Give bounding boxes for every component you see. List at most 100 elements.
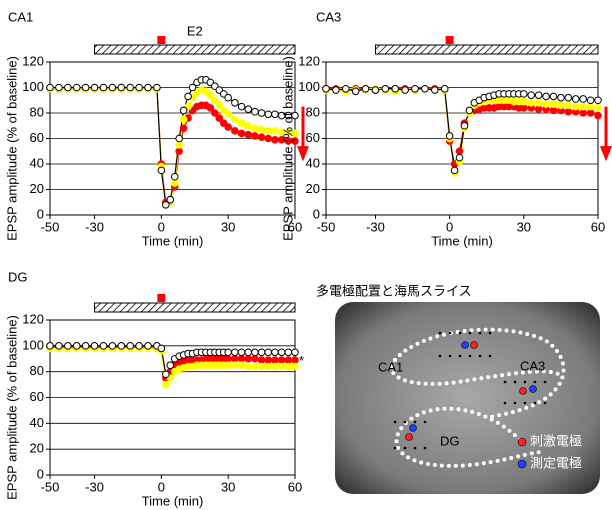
data-point: [341, 84, 350, 93]
x-tick-label: 0: [446, 219, 453, 234]
data-point: [549, 100, 558, 108]
x-tick-label: 30: [517, 219, 531, 234]
data-point: [224, 110, 232, 119]
legend-label: 刺激電極: [530, 433, 582, 448]
data-point: [126, 342, 134, 350]
stimulus-marker: [157, 36, 166, 44]
x-axis-label: Time (min): [142, 493, 204, 508]
data-point: [291, 129, 299, 138]
data-point: [231, 361, 239, 370]
data-point: [579, 109, 587, 117]
legend-swatch: [517, 437, 527, 447]
data-point: [244, 121, 253, 130]
y-tick-label: 60: [30, 130, 44, 145]
data-point: [445, 132, 454, 140]
data-point: [251, 107, 259, 116]
data-point: [520, 90, 528, 98]
y-axis-label: EPSP amplitude (% of baseline): [4, 56, 19, 241]
data-point: [170, 179, 179, 187]
data-point: [401, 86, 409, 94]
data-point: [135, 83, 143, 92]
data-point: [291, 137, 299, 145]
data-point: [162, 370, 170, 379]
stimulating-electrode: [519, 387, 527, 395]
data-point: [361, 84, 370, 93]
data-point: [244, 348, 253, 357]
data-point: [520, 104, 528, 112]
data-point: [179, 106, 188, 115]
data-point: [271, 110, 279, 119]
data-point: [391, 84, 400, 93]
y-tick-label: 20: [306, 181, 320, 196]
data-point: [264, 362, 273, 371]
data-point: [431, 86, 439, 94]
y-tick-label: 0: [313, 206, 320, 221]
data-point: [251, 124, 259, 133]
data-point: [211, 96, 219, 105]
y-tick-label: 120: [22, 53, 44, 68]
data-point: [460, 121, 469, 130]
plot-frame: [49, 319, 296, 476]
stimulating-electrode: [405, 433, 413, 441]
data-point: [284, 348, 293, 357]
data-point: [99, 83, 108, 92]
data-point: [157, 166, 166, 175]
data-point: [166, 361, 175, 370]
data-point: [381, 84, 390, 93]
x-tick-label: -50: [317, 219, 336, 234]
data-point: [264, 110, 273, 119]
data-point: [81, 342, 90, 350]
data-point: [170, 172, 179, 181]
data-point: [534, 99, 543, 107]
data-point: [440, 84, 449, 93]
y-tick-label: 100: [22, 337, 44, 352]
y-tick-label: 120: [298, 53, 320, 68]
data-point: [55, 83, 63, 92]
data-point: [284, 356, 293, 364]
recording-electrode: [409, 424, 417, 432]
data-point: [271, 127, 279, 135]
data-point: [244, 105, 253, 113]
data-point: [450, 166, 459, 175]
recording-electrode: [529, 385, 537, 393]
data-point: [291, 362, 299, 371]
data-point: [135, 342, 143, 350]
data-point: [46, 83, 54, 92]
data-point: [237, 354, 246, 363]
y-tick-label: 60: [306, 130, 320, 145]
y-tick-label: 100: [22, 79, 44, 94]
data-point: [244, 362, 253, 371]
y-tick-label: 80: [30, 363, 44, 378]
data-point: [157, 344, 166, 353]
data-point: [244, 130, 253, 139]
x-tick-label: 0: [158, 479, 165, 494]
data-point: [322, 84, 330, 93]
data-point: [257, 125, 266, 134]
data-point: [244, 354, 253, 363]
data-point: [117, 342, 126, 350]
data-point: [264, 348, 273, 357]
data-point: [251, 348, 259, 357]
data-point: [64, 342, 72, 350]
data-point: [579, 102, 587, 111]
trend-arrow-head: [297, 146, 309, 162]
data-point: [90, 83, 99, 92]
data-point: [271, 348, 279, 357]
data-point: [231, 99, 239, 107]
series-points: [322, 84, 602, 175]
data-point: [215, 101, 224, 110]
data-point: [264, 134, 273, 143]
data-point: [351, 87, 360, 96]
data-point: [534, 91, 543, 99]
data-point: [371, 86, 380, 94]
stimulus-marker: [445, 36, 454, 44]
data-point: [527, 99, 536, 107]
data-point: [277, 362, 286, 371]
x-tick-label: 60: [288, 219, 302, 234]
data-point: [586, 102, 595, 111]
data-point: [564, 101, 573, 110]
data-point: [72, 342, 81, 350]
data-point: [224, 361, 232, 370]
region-label: DG: [440, 433, 460, 448]
region-label: CA1: [378, 359, 403, 374]
